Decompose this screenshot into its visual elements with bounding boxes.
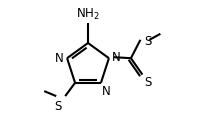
Text: NH$_2$: NH$_2$ — [76, 6, 100, 21]
Text: N: N — [112, 51, 121, 64]
Text: N: N — [102, 85, 111, 98]
Text: S: S — [54, 100, 61, 113]
Text: S: S — [144, 35, 152, 48]
Text: N: N — [55, 52, 64, 65]
Text: S: S — [144, 76, 152, 89]
